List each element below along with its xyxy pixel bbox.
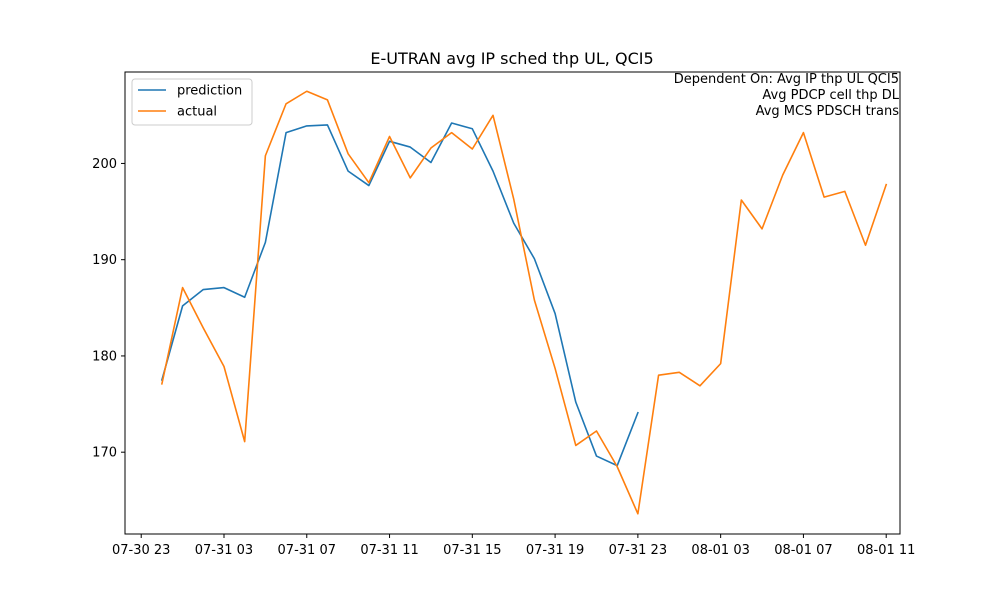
x-tick-label: 07-31 15	[443, 543, 501, 558]
legend: prediction actual	[131, 78, 253, 126]
x-tick-label: 07-30 23	[112, 543, 170, 558]
y-axis: 170 180 190 200	[92, 157, 125, 461]
annotation-line: Dependent On: Avg IP thp UL QCI5	[674, 72, 899, 87]
y-tick-label: 200	[92, 157, 117, 172]
x-tick-label: 07-31 23	[609, 543, 667, 558]
plot-lines	[160, 90, 888, 515]
x-tick-label: 07-31 03	[195, 543, 253, 558]
x-tick-label: 07-31 07	[278, 543, 336, 558]
x-tick-label: 07-31 11	[360, 543, 418, 558]
series-line-prediction	[160, 122, 639, 467]
legend-label-actual: actual	[177, 105, 217, 120]
plot-frame	[124, 71, 901, 535]
legend-label-prediction: prediction	[177, 84, 242, 99]
y-tick-label: 170	[92, 446, 117, 461]
x-tick-label: 07-31 19	[526, 543, 584, 558]
x-tick-label: 08-01 03	[691, 543, 749, 558]
x-axis: 07-30 23 07-31 03 07-31 07 07-31 11 07-31 15…	[112, 534, 915, 558]
x-tick-label: 08-01 11	[857, 543, 915, 558]
series-line-actual	[160, 90, 888, 515]
y-tick-label: 190	[92, 253, 117, 268]
x-tick-label: 08-01 07	[774, 543, 832, 558]
annotation-line: Avg PDCP cell thp DL	[762, 88, 899, 103]
chart-title: E-UTRAN avg IP sched thp UL, QCI5	[370, 49, 653, 68]
annotation-line: Avg MCS PDSCH trans	[756, 104, 900, 119]
y-tick-label: 180	[92, 349, 117, 364]
